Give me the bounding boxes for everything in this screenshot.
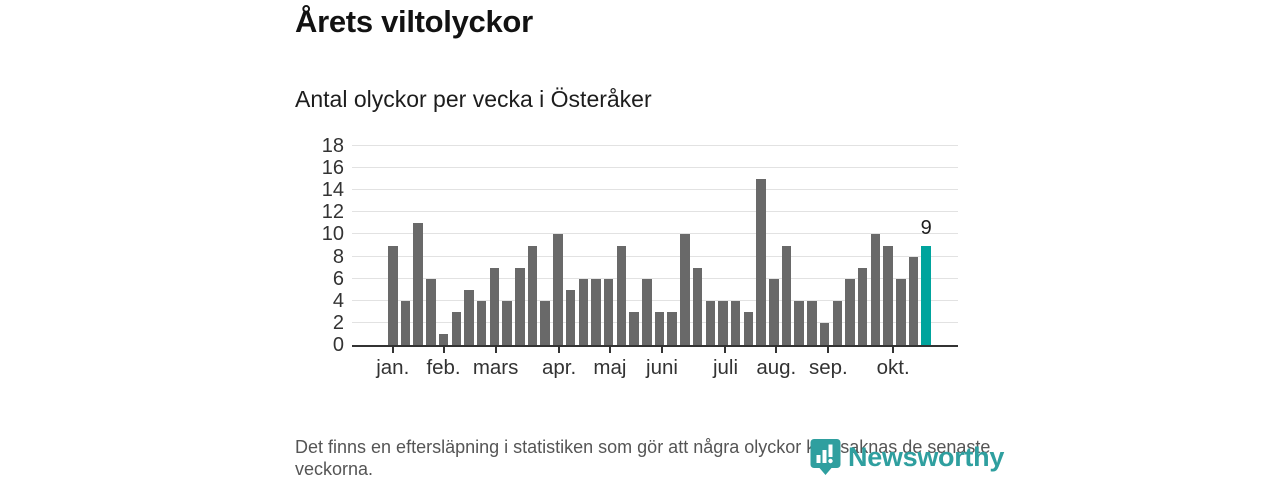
bar-week xyxy=(591,278,601,345)
x-axis-tick xyxy=(892,347,895,353)
x-axis-tick-label: okt. xyxy=(876,356,910,379)
x-axis-tick-label: mars xyxy=(472,356,519,379)
x-axis-tick xyxy=(827,347,830,353)
gridline xyxy=(352,255,958,257)
y-axis-tick-label: 18 xyxy=(321,135,344,157)
bar-week xyxy=(896,278,906,345)
x-axis-tick xyxy=(391,347,394,353)
x-axis-tick-label: aug. xyxy=(756,356,797,379)
bar-week xyxy=(464,289,474,345)
x-axis-tick-label: apr. xyxy=(542,356,577,379)
bar-week xyxy=(400,300,411,345)
y-axis-tick-label: 12 xyxy=(321,201,344,224)
gridline xyxy=(352,167,958,169)
x-axis-tick xyxy=(494,347,497,353)
bar-week xyxy=(426,278,436,345)
x-axis-tick-label: maj xyxy=(593,356,627,379)
bar-week xyxy=(527,245,538,345)
bar-week xyxy=(565,289,576,345)
bar-week xyxy=(438,333,449,345)
gridline xyxy=(352,211,958,213)
newsworthy-logo: Newsworthy xyxy=(810,438,1004,476)
bar-week xyxy=(692,267,703,345)
bar-week xyxy=(718,300,728,345)
gridline xyxy=(352,189,958,191)
x-axis-tick xyxy=(724,347,727,353)
bar-week xyxy=(680,234,690,345)
bar-week xyxy=(769,278,779,345)
bar-week xyxy=(845,278,855,345)
x-axis-tick xyxy=(660,347,663,353)
chart-subtitle: Antal olyckor per vecka i Österåker xyxy=(295,86,652,112)
bar-week xyxy=(832,300,842,345)
bar-week xyxy=(870,234,881,345)
x-axis-tick xyxy=(442,347,445,353)
bar-week xyxy=(489,267,500,345)
newsworthy-logo-text: Newsworthy xyxy=(848,441,1005,472)
y-axis-tick-label: 4 xyxy=(332,289,344,312)
gridline xyxy=(352,299,958,301)
bar-chart-plot-area: 0 2 4 6 8 10 12 14 16 18 9 jan. feb. mars apr. maj juni j… xyxy=(322,135,958,379)
y-axis-tick-label: 0 xyxy=(332,334,344,356)
bar-week xyxy=(540,300,550,345)
y-axis-tick-label: 6 xyxy=(332,267,344,290)
gridline xyxy=(352,233,958,235)
bar-week xyxy=(794,300,804,345)
bar-week xyxy=(413,223,423,345)
bar-week xyxy=(388,245,398,345)
gridline xyxy=(352,145,958,146)
bar-week xyxy=(883,245,893,345)
y-axis-tick-label: 2 xyxy=(332,311,344,334)
x-axis-tick-label: feb. xyxy=(426,356,461,379)
bar-week xyxy=(667,311,677,345)
bar-week xyxy=(451,311,461,345)
bar-week xyxy=(515,267,525,345)
y-axis-tick-label: 16 xyxy=(321,157,344,180)
x-axis-tick-label: juli xyxy=(712,356,739,379)
bar-week xyxy=(616,245,627,345)
bar-week xyxy=(743,311,754,345)
x-axis-tick xyxy=(775,347,778,353)
x-axis-tick-label: jan. xyxy=(376,356,410,379)
bar-week xyxy=(629,311,639,345)
chart-title: Årets viltolyckor xyxy=(295,4,533,39)
x-axis-tick xyxy=(558,347,561,353)
highlight-bar-value-label: 9 xyxy=(920,216,932,239)
bar-week xyxy=(908,256,919,345)
bar-week xyxy=(553,234,563,345)
x-axis-tick-label: sep. xyxy=(808,356,848,379)
bar-week xyxy=(476,300,487,345)
y-axis-tick-label: 8 xyxy=(332,245,344,268)
bar-week xyxy=(705,300,715,345)
bar-week xyxy=(730,300,741,345)
bar-week xyxy=(756,179,766,345)
bar-week xyxy=(781,245,792,345)
highlight-bar-current-week xyxy=(921,245,931,345)
x-axis-tick xyxy=(608,347,611,353)
y-axis-tick-label: 14 xyxy=(321,179,344,202)
x-axis-tick-label: juni xyxy=(646,356,678,379)
newsworthy-pin-barchart-icon xyxy=(810,438,841,476)
bar-week xyxy=(654,311,665,345)
bar-week xyxy=(807,300,817,345)
bar-week xyxy=(578,278,588,345)
bar-week xyxy=(857,267,868,345)
bar-week xyxy=(603,278,614,345)
bar-week xyxy=(819,322,830,345)
gridline xyxy=(352,277,958,279)
bar-week xyxy=(642,278,652,345)
y-axis-tick-label: 10 xyxy=(321,223,344,246)
bar-week xyxy=(502,300,512,345)
